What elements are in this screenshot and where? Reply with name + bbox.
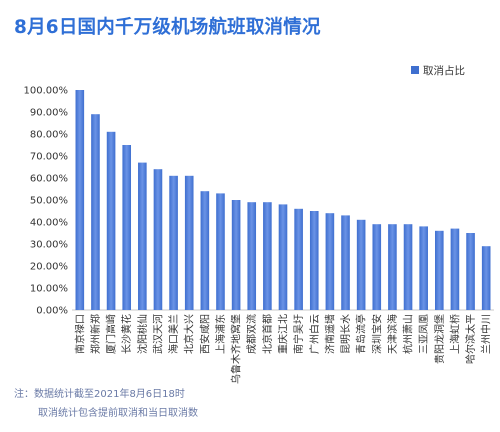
bar: [294, 208, 303, 310]
bar: [481, 246, 491, 310]
bar: [75, 90, 85, 310]
x-category-label: 天津滨海: [386, 314, 399, 354]
bar: [216, 193, 225, 310]
bar: [309, 211, 319, 310]
x-category-label: 成都双流: [245, 314, 258, 354]
bar: [169, 175, 178, 310]
y-tick-label: 100.00%: [24, 86, 69, 97]
bar: [231, 200, 241, 310]
x-category-label: 兰州中川: [480, 314, 493, 354]
x-category-label: 沈阳桃仙: [136, 314, 149, 354]
legend-label: 取消占比: [423, 64, 465, 77]
y-tick-label: 0.00%: [36, 306, 68, 317]
bar: [184, 175, 194, 310]
chart-title: 8月6日国内千万级机场航班取消情况: [14, 17, 321, 38]
x-category-label: 北京首都: [261, 314, 274, 354]
x-category-label: 三亚凤凰: [418, 314, 430, 354]
x-category-label: 南京禄口: [73, 314, 86, 354]
bar: [356, 219, 366, 310]
bar: [200, 191, 210, 310]
bar: [106, 131, 116, 310]
bar: [372, 224, 382, 310]
bar: [435, 230, 444, 310]
note-line-1: 注：数据统计截至2021年8月6日18时: [14, 389, 185, 400]
x-category-label: 海口美兰: [167, 314, 180, 354]
note-line-2: 取消统计包含提前取消和当日取消数: [38, 408, 198, 419]
bar: [325, 213, 335, 310]
x-category-label: 贵阳龙洞堡: [433, 314, 446, 364]
x-category-label: 厦门高崎: [105, 314, 118, 354]
x-category-label: 济南遥墙: [323, 314, 336, 354]
bar: [138, 162, 147, 310]
y-tick-label: 50.00%: [30, 196, 68, 207]
bar: [388, 224, 397, 310]
x-category-label: 武汉天河: [151, 314, 164, 354]
y-tick-label: 80.00%: [30, 130, 68, 141]
bar: [247, 202, 257, 310]
x-category-label: 郑州新郑: [89, 314, 102, 354]
y-tick-label: 30.00%: [30, 240, 68, 251]
bar: [122, 145, 132, 310]
bar: [263, 202, 272, 310]
x-category-label: 杭州萧山: [402, 314, 415, 354]
x-category-label: 深圳宝安: [370, 314, 383, 354]
y-tick-label: 20.00%: [30, 262, 68, 273]
y-tick-label: 40.00%: [30, 218, 68, 229]
x-category-label: 南宁吴圩: [292, 314, 305, 354]
y-tick-label: 10.00%: [30, 284, 68, 295]
legend: 取消占比: [411, 64, 465, 77]
legend-swatch: [411, 66, 419, 74]
bar: [403, 224, 413, 310]
x-category-label: 哈尔滨太平: [464, 314, 477, 364]
y-tick-label: 90.00%: [30, 108, 68, 119]
y-tick-label: 70.00%: [30, 152, 68, 163]
x-category-label: 重庆江北: [277, 314, 290, 354]
bar: [341, 215, 350, 310]
x-category-label: 长沙黄花: [120, 314, 133, 354]
x-category-label: 上海浦东: [214, 314, 227, 354]
x-category-label: 广州白云: [308, 314, 321, 354]
bar: [278, 204, 288, 310]
x-category-label: 昆明长水: [340, 314, 352, 354]
y-tick-label: 60.00%: [30, 174, 68, 185]
x-category-label: 西安咸阳: [198, 314, 211, 354]
bar: [450, 228, 460, 310]
x-category-label: 上海虹桥: [448, 314, 461, 354]
bar: [153, 169, 163, 310]
x-category-label: 青岛流亭: [355, 314, 368, 354]
bar: [419, 226, 428, 310]
bar: [466, 233, 475, 310]
x-category-label: 北京大兴: [183, 314, 196, 354]
bar: [91, 114, 100, 310]
x-category-label: 乌鲁木齐地窝堡: [230, 314, 243, 384]
